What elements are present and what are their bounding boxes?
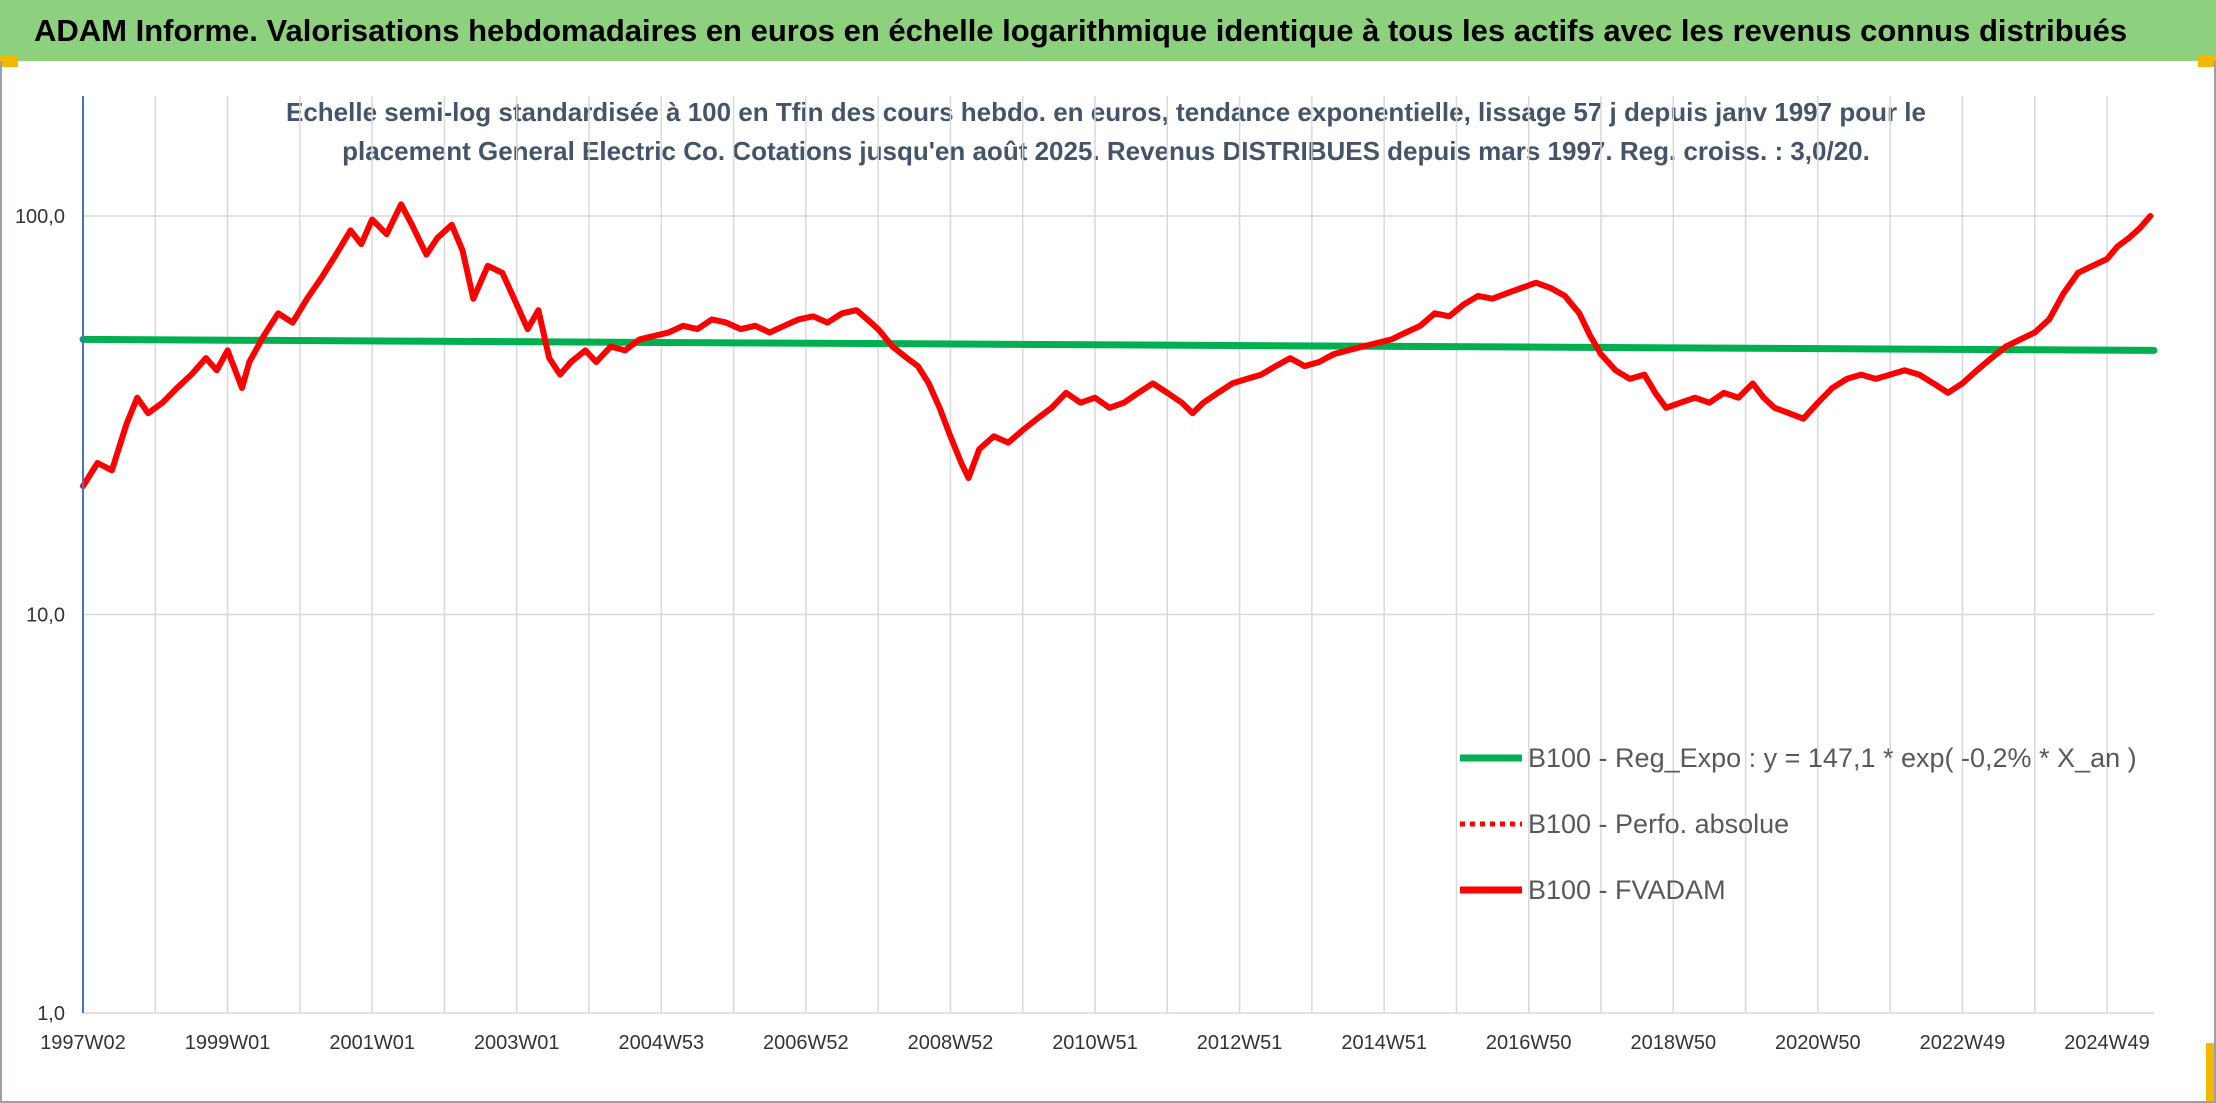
x-tick-label: 2008W52 xyxy=(908,1032,994,1054)
legend: B100 - Reg_Expo : y = 147,1 * exp( -0,2%… xyxy=(1460,743,2137,905)
legend-label-perfo-absolue: B100 - Perfo. absolue xyxy=(1528,809,1789,839)
x-tick-label: 2018W50 xyxy=(1630,1032,1716,1054)
y-tick-label: 100,0 xyxy=(15,206,65,228)
grid xyxy=(83,96,2154,1014)
x-tick-label: 2003W01 xyxy=(474,1032,560,1054)
x-tick-label: 1997W02 xyxy=(40,1032,126,1054)
banner-corner-right xyxy=(2198,55,2216,67)
series-fvadam-line xyxy=(80,201,2154,490)
plot-area xyxy=(79,201,2158,490)
x-tick-label: 2012W51 xyxy=(1197,1032,1283,1054)
chart-title: Echelle semi-log standardisée à 100 en T… xyxy=(286,97,1926,166)
x-tick-label: 2014W51 xyxy=(1341,1032,1427,1054)
x-tick-label: 2010W51 xyxy=(1052,1032,1138,1054)
report-banner-title: ADAM Informe. Valorisations hebdomadaire… xyxy=(0,0,2216,61)
banner-corner-left xyxy=(0,55,18,67)
chart: Echelle semi-log standardisée à 100 en T… xyxy=(15,96,2158,1054)
series-reg-expo-line xyxy=(79,335,2158,354)
x-tick-label: 2004W53 xyxy=(618,1032,704,1054)
chart-title-line-1: Echelle semi-log standardisée à 100 en T… xyxy=(286,97,1926,127)
frame-corner-bottom-right xyxy=(2206,1043,2216,1103)
chart-title-line-2: placement General Electric Co. Cotations… xyxy=(342,136,1870,166)
x-tick-label: 2006W52 xyxy=(763,1032,849,1054)
y-tick-label: 10,0 xyxy=(26,604,65,626)
x-tick-label: 2024W49 xyxy=(2064,1032,2150,1054)
x-tick-label: 2016W50 xyxy=(1486,1032,1572,1054)
x-tick-label: 2001W01 xyxy=(329,1032,415,1054)
x-tick-label: 2020W50 xyxy=(1775,1032,1861,1054)
x-tick-label: 2022W49 xyxy=(1920,1032,2006,1054)
y-tick-label: 1,0 xyxy=(37,1003,65,1025)
chart-frame: Echelle semi-log standardisée à 100 en T… xyxy=(0,61,2216,1103)
axes: 1,0 10,0 100,0 1997W02 1999W01 2001W01 2003W01… xyxy=(15,96,2150,1054)
legend-label-reg-expo: B100 - Reg_Expo : y = 147,1 * exp( -0,2%… xyxy=(1528,743,2137,773)
legend-label-fvadam: B100 - FVADAM xyxy=(1528,875,1726,905)
x-tick-label: 1999W01 xyxy=(185,1032,271,1054)
